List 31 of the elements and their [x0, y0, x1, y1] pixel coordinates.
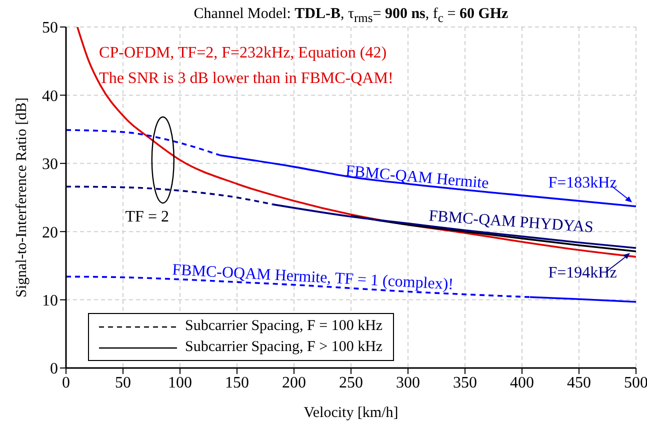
chart-title: Channel Model: TDL-B, τ$_{rms}$= 900 ns, f$_{c}$ = 60 GHz: [194, 6, 508, 25]
y-tick-label: 30: [42, 156, 58, 174]
annotation: Subcarrier Spacing, F > 100 kHz: [185, 338, 383, 357]
y-tick-label: 10: [42, 292, 58, 310]
x-tick-label: 0: [62, 374, 70, 392]
x-tick-label: 400: [510, 374, 534, 392]
annotation: CP-OFDM, TF=2, F=232kHz, Equation (42): [99, 44, 387, 62]
y-tick-label: 50: [42, 20, 58, 37]
x-tick-label: 200: [282, 374, 306, 392]
x-tick-label: 300: [396, 374, 420, 392]
x-axis-title: Velocity [km/h]: [304, 405, 398, 421]
annotation: Subcarrier Spacing, F = 100 kHz: [185, 317, 383, 336]
annotation: F=194kHz: [548, 264, 617, 282]
x-tick-label: 250: [339, 374, 363, 392]
annotation: FBMC-OQAM Hermite, TF = 1 (complex)!: [172, 262, 454, 294]
annotation: The SNR is 3 dB lower than in FBMC-QAM!: [99, 70, 394, 87]
y-tick-label: 40: [42, 88, 58, 105]
y-axis-title: Signal-to-Interference Ratio [dB]: [14, 98, 30, 298]
y-tick-label: 0: [50, 360, 58, 378]
annotation: FBMC-QAM PHYDYAS: [428, 208, 594, 236]
x-tick-label: 350: [453, 374, 477, 392]
annotation: FBMC-QAM Hermite: [344, 162, 490, 192]
x-tick-label: 50: [115, 374, 131, 392]
y-tick-label: 20: [42, 224, 58, 242]
line-series: [76, 27, 636, 258]
text-box: Subcarrier Spacing, F = 100 kHz Subcarrier Spacing, F > 100 kHz: [88, 313, 394, 361]
annotation: F=183kHz: [548, 174, 617, 192]
x-tick-label: 450: [567, 374, 591, 392]
annotation: TF = 2: [125, 208, 169, 226]
x-tick-label: 150: [225, 374, 249, 392]
x-tick-label: 100: [168, 374, 192, 392]
